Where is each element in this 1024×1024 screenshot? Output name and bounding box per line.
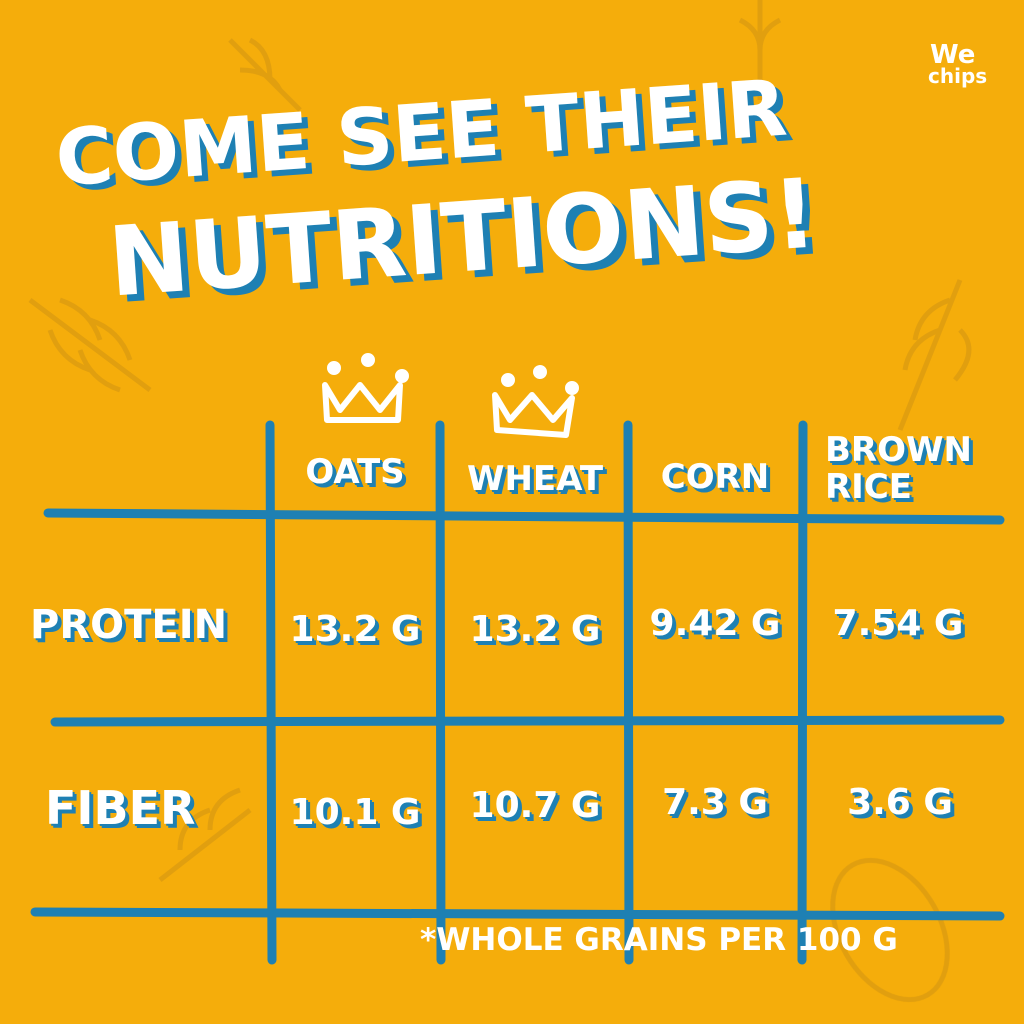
wheat-decor xyxy=(28,0,972,1003)
brand-line: chips xyxy=(928,64,988,88)
column-divider xyxy=(797,420,808,965)
crown xyxy=(492,392,575,438)
table-lines xyxy=(30,420,1005,965)
cell: 3.6 G xyxy=(847,782,953,823)
cell: 7.3 G xyxy=(662,782,768,823)
column-divider xyxy=(265,420,277,965)
crown xyxy=(322,382,403,423)
row-label: FIBER xyxy=(45,781,196,835)
column-header: WHEAT xyxy=(466,459,604,499)
row-divider xyxy=(50,715,1005,727)
brand-line: We xyxy=(930,40,976,70)
footnote: *WHOLE GRAINS PER 100 G xyxy=(420,922,898,958)
cell: 13.2 G xyxy=(469,609,601,650)
row-divider xyxy=(30,907,1005,921)
row-divider xyxy=(43,508,1005,525)
cell: 9.42 G xyxy=(649,603,781,644)
column-divider xyxy=(623,420,634,965)
column-divider xyxy=(435,420,446,965)
cell: 10.7 G xyxy=(469,785,601,826)
column-header: OATS xyxy=(305,452,405,492)
crown-icons xyxy=(322,353,579,438)
row-label: PROTEIN xyxy=(30,602,228,648)
column-header: BROWN RICE xyxy=(825,430,972,508)
column-header: CORN xyxy=(660,457,770,497)
cell: 13.2 G xyxy=(289,609,421,650)
cell: 10.1 G xyxy=(289,792,421,833)
cell: 7.54 G xyxy=(832,603,964,644)
